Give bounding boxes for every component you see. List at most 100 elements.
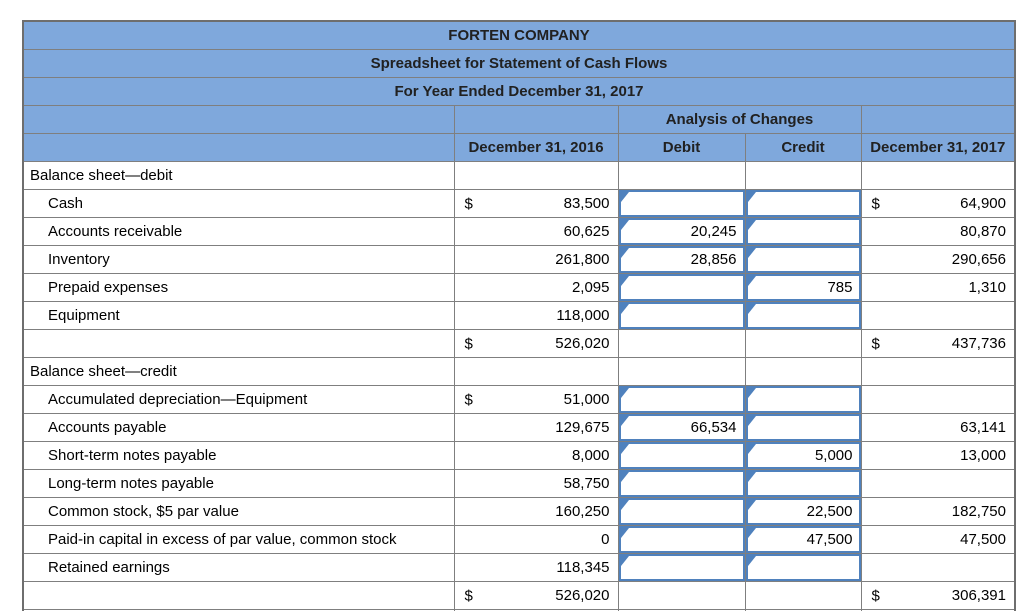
blank-header-cell (22, 133, 455, 162)
input-flag-icon (747, 192, 756, 202)
input-flag-icon (747, 248, 756, 258)
input-flag-icon (620, 220, 629, 230)
debit-input-cell (617, 329, 746, 358)
ending-balance-cell: 80,870 (860, 217, 1016, 246)
row-label: Accounts payable (22, 413, 455, 442)
debit-input-cell[interactable] (617, 273, 746, 302)
dollar-sign: $ (871, 195, 880, 212)
debit-input-cell[interactable] (617, 497, 746, 526)
row-label: Balance sheet—debit (22, 161, 455, 190)
section-header-row: Balance sheet—credit (22, 357, 1016, 386)
row-label (22, 581, 455, 610)
input-flag-icon (620, 388, 629, 398)
credit-input-cell[interactable] (744, 469, 862, 498)
credit-input-cell[interactable] (744, 245, 862, 274)
amount-value: 118,000 (556, 307, 610, 324)
debit-input-cell[interactable] (617, 469, 746, 498)
amount-value: 129,675 (555, 419, 610, 436)
debit-input-cell[interactable] (617, 553, 746, 582)
partial-next-row (22, 609, 1016, 611)
credit-input-cell[interactable]: 5,000 (744, 441, 862, 470)
sheet-subtitle: Spreadsheet for Statement of Cash Flows (22, 49, 1016, 78)
amount-value: 83,500 (563, 195, 610, 212)
account-row: Prepaid expenses 2,095 785 1,310 (22, 273, 1016, 302)
input-flag-icon (620, 248, 629, 258)
row-label: Inventory (22, 245, 455, 274)
row-label: Paid-in capital in excess of par value, … (22, 525, 455, 554)
input-flag-icon (620, 556, 629, 566)
amount-value: 51,000 (563, 391, 610, 408)
credit-input-cell[interactable] (744, 189, 862, 218)
debit-input-cell[interactable]: 66,534 (617, 413, 746, 442)
credit-input-cell[interactable]: 47,500 (744, 525, 862, 554)
company-title: FORTEN COMPANY (22, 20, 1016, 50)
amount-value: 80,870 (960, 223, 1006, 240)
blank-header-cell (453, 105, 619, 134)
credit-input-cell[interactable] (744, 553, 862, 582)
subtitle-row: Spreadsheet for Statement of Cash Flows (22, 49, 1016, 78)
entry-value: 22,500 (806, 503, 853, 520)
amount-value: 118,345 (556, 559, 610, 576)
input-flag-icon (747, 276, 756, 286)
entry-value: 20,245 (690, 223, 737, 240)
beginning-balance-cell: 8,000 (453, 441, 619, 470)
blank-header-cell (860, 105, 1016, 134)
debit-input-cell[interactable] (617, 525, 746, 554)
amount-value: 2,095 (571, 279, 610, 296)
credit-input-cell[interactable] (744, 413, 862, 442)
credit-input-cell[interactable]: 785 (744, 273, 862, 302)
ending-balance-cell (860, 553, 1016, 582)
blank-cell (860, 609, 1016, 611)
entry-value: 785 (827, 279, 853, 296)
credit-input-cell[interactable] (744, 217, 862, 246)
period-row: For Year Ended December 31, 2017 (22, 77, 1016, 106)
beginning-balance-cell: 0 (453, 525, 619, 554)
amount-value: 64,900 (960, 195, 1006, 212)
debit-column-header: Debit (617, 133, 746, 162)
debit-input-cell[interactable] (617, 441, 746, 470)
amount-value: 0 (601, 531, 610, 548)
credit-input-cell[interactable] (744, 301, 862, 330)
row-label: Common stock, $5 par value (22, 497, 455, 526)
input-flag-icon (620, 304, 629, 314)
debit-input-cell[interactable] (617, 385, 746, 414)
account-row: Short-term notes payable 8,000 5,000 13,000 (22, 441, 1016, 470)
account-row: Cash $83,500 $64,900 (22, 189, 1016, 218)
input-flag-icon (747, 528, 756, 538)
row-label: Balance sheet—credit (22, 357, 455, 386)
dollar-sign: $ (464, 391, 473, 408)
beginning-balance-cell: 2,095 (453, 273, 619, 302)
credit-input-cell (744, 329, 862, 358)
ending-balance-cell (860, 385, 1016, 414)
debit-input-cell[interactable]: 28,856 (617, 245, 746, 274)
input-flag-icon (747, 416, 756, 426)
amount-value: 47,500 (960, 531, 1006, 548)
amount-value: 160,250 (555, 503, 610, 520)
account-row: Equipment 118,000 (22, 301, 1016, 330)
entry-value: 5,000 (814, 447, 853, 464)
entry-value: 66,534 (690, 419, 737, 436)
beginning-balance-cell: 58,750 (453, 469, 619, 498)
debit-input-cell[interactable] (617, 301, 746, 330)
input-flag-icon (620, 192, 629, 202)
beginning-balance-cell: 160,250 (453, 497, 619, 526)
amount-value: 182,750 (951, 503, 1006, 520)
dollar-sign: $ (871, 335, 880, 352)
credit-input-cell[interactable] (744, 385, 862, 414)
input-flag-icon (747, 444, 756, 454)
account-row: Long-term notes payable 58,750 (22, 469, 1016, 498)
debit-input-cell[interactable] (617, 189, 746, 218)
row-label: Long-term notes payable (22, 469, 455, 498)
row-label: Accounts receivable (22, 217, 455, 246)
beginning-balance-cell: 129,675 (453, 413, 619, 442)
debit-input-cell[interactable]: 20,245 (617, 217, 746, 246)
beginning-balance-cell (453, 357, 619, 386)
account-row: Accumulated depreciation—Equipment $51,00… (22, 385, 1016, 414)
ending-balance-cell: $64,900 (860, 189, 1016, 218)
beginning-balance-cell: 118,000 (453, 301, 619, 330)
amount-value: 1,310 (968, 279, 1006, 296)
row-label: Equipment (22, 301, 455, 330)
dollar-sign: $ (871, 587, 880, 604)
amount-value: 60,625 (563, 223, 610, 240)
credit-input-cell[interactable]: 22,500 (744, 497, 862, 526)
